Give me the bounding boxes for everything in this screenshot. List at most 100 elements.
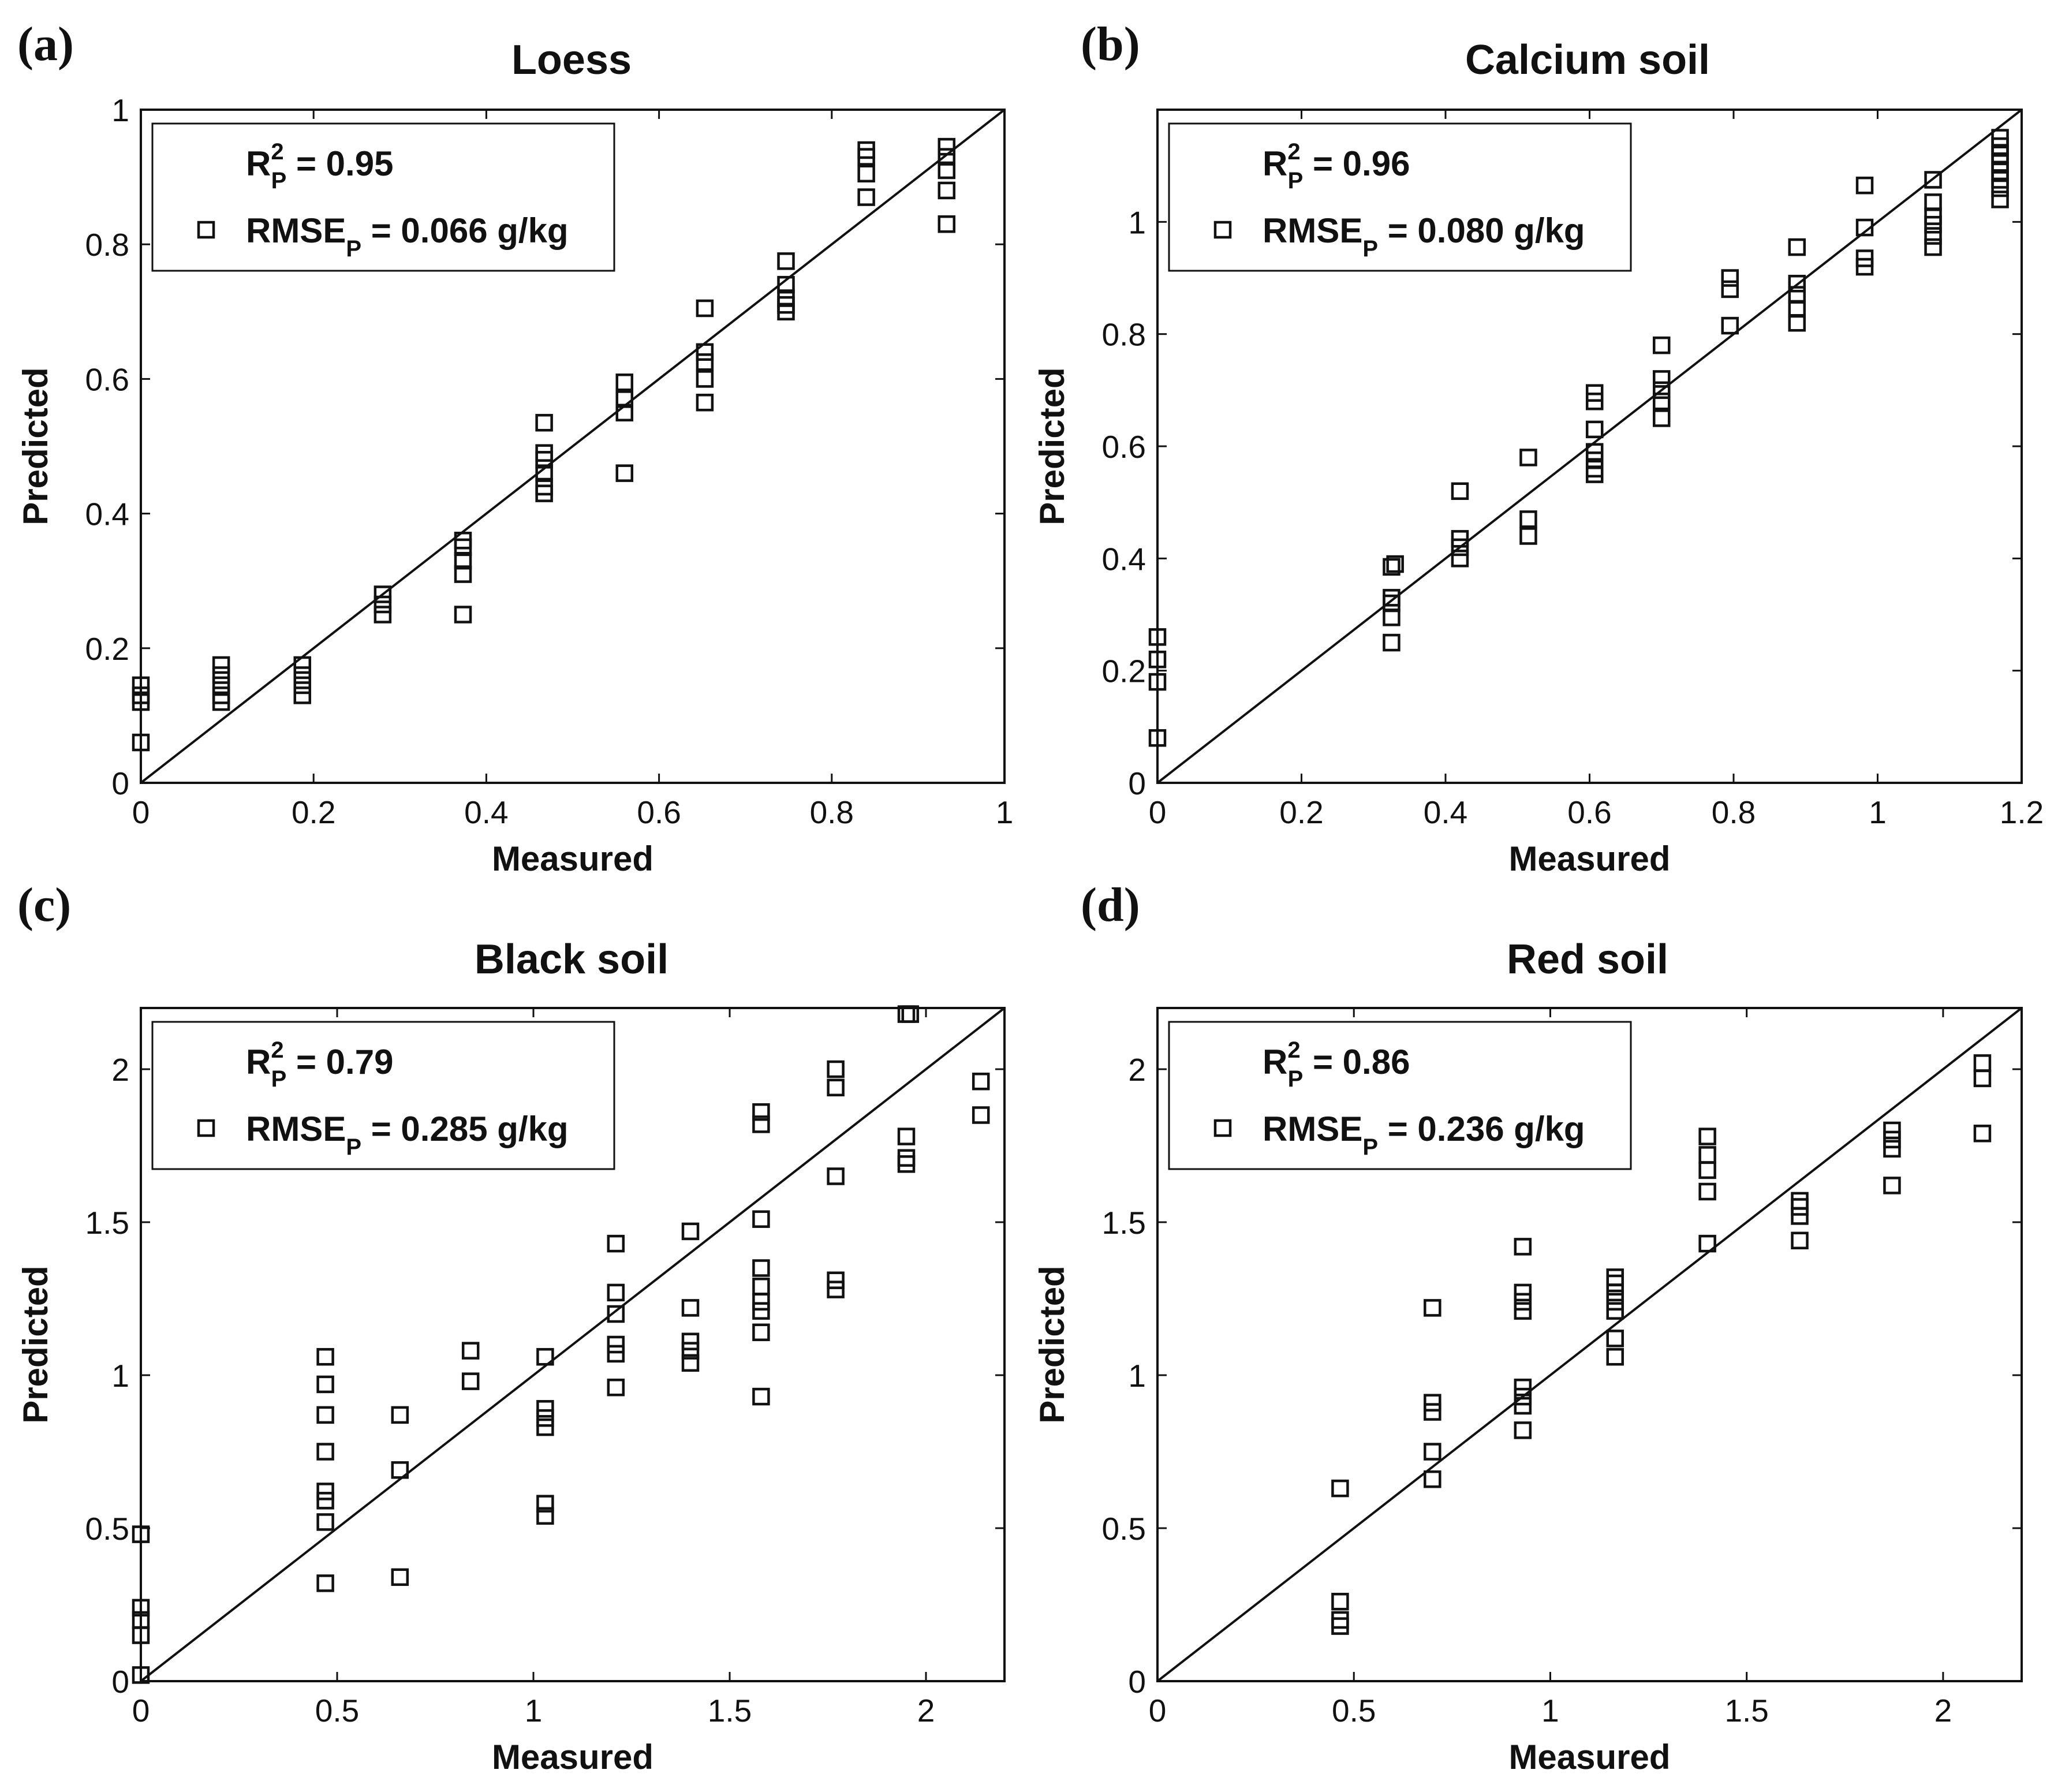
reference-line-1to1: [1156, 1007, 2023, 1682]
data-point: [1519, 527, 1537, 545]
data-point: [1606, 1293, 1624, 1311]
reference-line-1to1: [140, 109, 1006, 784]
data-point: [1973, 1069, 1992, 1088]
data-point: [1514, 1293, 1532, 1311]
data-point: [752, 1259, 770, 1277]
data-point: [132, 1611, 150, 1629]
y-tick-label: 0.6: [85, 361, 129, 397]
x-tick-label: 0.4: [1424, 794, 1467, 830]
data-point: [1451, 482, 1469, 500]
legend-rmse: RMSEP = 0.236 g/kg: [1263, 1110, 1585, 1160]
data-point: [938, 161, 956, 180]
data-point: [132, 676, 150, 695]
data-point: [777, 275, 795, 294]
data-point: [1514, 1378, 1532, 1397]
data-point: [132, 1666, 150, 1684]
data-point: [1924, 193, 1942, 211]
data-point: [293, 666, 312, 684]
data-point: [1855, 249, 1874, 267]
data-point: [1791, 1207, 1809, 1225]
x-tick-label: 1.5: [1724, 1693, 1768, 1728]
data-point: [1585, 384, 1604, 402]
data-point: [1451, 530, 1469, 548]
data-point: [1698, 1128, 1716, 1145]
data-point: [1331, 1479, 1349, 1498]
panel-label: (c): [17, 878, 71, 932]
legend-box: [1168, 122, 1632, 272]
data-point: [1148, 628, 1167, 646]
data-point: [752, 1115, 770, 1133]
data-point: [1883, 1130, 1901, 1149]
x-tick-label: 0.5: [315, 1693, 359, 1728]
x-axis-label: Measured: [1508, 839, 1670, 878]
data-point: [897, 1155, 916, 1173]
panel-black-soil: (c) Black soil 0 0.5 1 1.5 2 0 0.5 1 1.5 2 Measured P…: [16, 878, 1006, 1776]
data-point: [1924, 171, 1942, 189]
x-axis-label: Measured: [492, 1738, 653, 1776]
legend-marker: [1213, 1119, 1232, 1137]
data-point: [777, 252, 795, 270]
data-point: [827, 1060, 845, 1078]
y-tick-label: 1.5: [1102, 1205, 1146, 1241]
data-point: [607, 1335, 625, 1354]
data-point: [1424, 1470, 1441, 1488]
chart-title: Loess: [511, 37, 632, 83]
plot-frame: [1156, 1007, 2023, 1682]
data-point: [752, 1293, 770, 1311]
data-point: [454, 606, 472, 624]
x-tick-label: 2: [917, 1693, 935, 1728]
data-point: [536, 1409, 554, 1427]
y-tick-label: 2: [1128, 1052, 1146, 1088]
x-tick-label: 0: [132, 1693, 150, 1728]
x-tick-label: 1: [1869, 794, 1887, 830]
y-axis-label: Predicted: [16, 1265, 55, 1423]
panel-label: (b): [1081, 17, 1140, 71]
data-point: [316, 1513, 334, 1531]
data-point: [607, 1345, 625, 1363]
x-tick-label: 0: [1149, 1693, 1167, 1728]
data-point: [901, 1005, 920, 1023]
data-point: [938, 215, 956, 233]
panel-red-soil: (d) Red soil 0 0.5 1 1.5 2 0 0.5 1 1.5 2 Measured Pre…: [1033, 878, 2023, 1776]
y-tick-label: 0.5: [1102, 1511, 1146, 1547]
legend-box: [151, 1021, 615, 1170]
data-point: [374, 585, 392, 603]
legend: R2 P = 0.86 RMSEP = 0.236 g/kg: [1168, 1021, 1632, 1170]
data-point: [1924, 238, 1942, 256]
x-axis-label: Measured: [1508, 1738, 1670, 1776]
data-point: [132, 1525, 150, 1543]
y-axis-label: Predicted: [16, 367, 55, 525]
legend: R2 P = 0.95 RMSEP = 0.066 g/kg: [151, 122, 615, 272]
data-point: [938, 137, 956, 156]
data-point: [696, 299, 714, 318]
reference-line-1to1: [140, 1007, 1006, 1682]
x-tick-label: 1: [996, 794, 1014, 830]
x-tick-label: 0: [132, 794, 150, 830]
data-point: [1653, 393, 1671, 410]
data-point: [1386, 555, 1404, 573]
y-tick-label: 1.5: [85, 1205, 129, 1241]
y-tick-label: 0.2: [85, 631, 129, 667]
x-tick-label: 0.6: [637, 794, 681, 830]
legend: R2 P = 0.96 RMSEP = 0.080 g/kg: [1168, 122, 1632, 272]
data-point: [1519, 510, 1537, 528]
x-tick-label: 1.2: [2000, 794, 2044, 830]
chart-title: Black soil: [475, 936, 668, 983]
data-point: [1698, 1182, 1716, 1201]
data-point: [1791, 1198, 1809, 1216]
reference-line-1to1: [1156, 109, 2023, 784]
data-point: [696, 353, 714, 371]
data-point: [752, 1103, 770, 1121]
chart-title: Red soil: [1507, 936, 1668, 983]
data-point: [607, 1305, 625, 1323]
data-point: [316, 1406, 334, 1424]
data-point: [752, 1278, 770, 1296]
data-point: [535, 464, 553, 482]
data-point: [857, 141, 875, 159]
data-point: [1721, 316, 1739, 335]
data-point: [293, 656, 312, 674]
data-point: [1973, 1125, 1992, 1143]
data-point: [1991, 191, 2009, 208]
y-axis-label: Predicted: [1033, 367, 1071, 525]
